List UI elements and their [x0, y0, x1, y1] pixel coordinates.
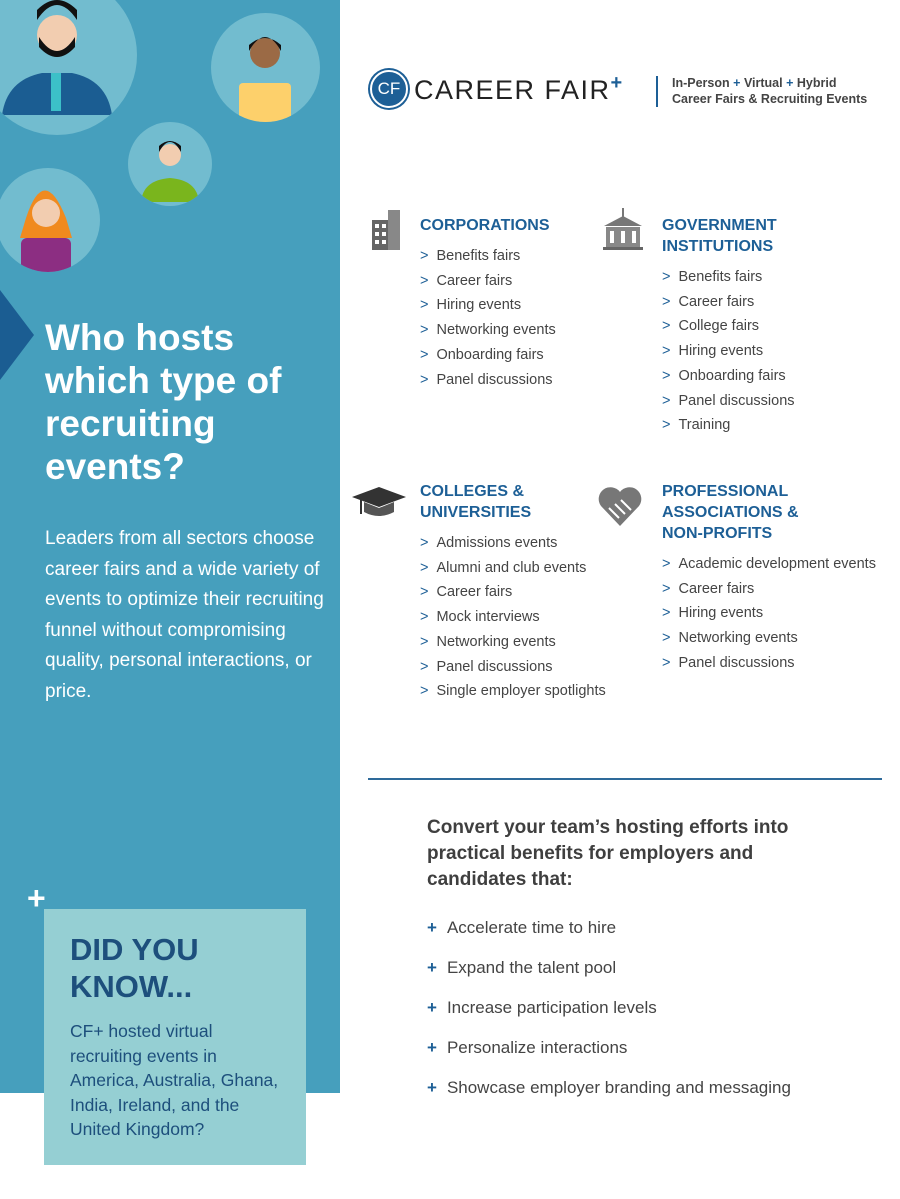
tag-hybrid: Hybrid: [796, 76, 837, 90]
list-item: > Training: [662, 417, 731, 434]
did-you-know-text: CF+ hosted virtual recruiting events in …: [70, 1021, 279, 1139]
brand-name: CAREER FAIR: [414, 75, 611, 105]
benefits-list: + Accelerate time to hire + Expand the tal…: [427, 918, 791, 1118]
list-item: > Panel discussions: [420, 371, 553, 388]
list-item: > Benefits fairs: [420, 248, 521, 264]
list-item: > Career fairs: [662, 580, 755, 597]
benefit-item: + Expand the talent pool: [427, 958, 617, 977]
logo-mark: CF: [370, 70, 408, 108]
section-colleges: COLLEGES & UNIVERSITIES > Admissions even…: [420, 481, 606, 704]
brand-plus: +: [610, 72, 624, 94]
avatar-woman-red-hair: [0, 168, 100, 272]
tag-in-person: In-Person: [672, 76, 730, 90]
list-item: > Networking events: [420, 322, 556, 339]
section-title: CORPORATIONS: [420, 217, 550, 234]
tag-sep: +: [733, 76, 741, 90]
list-item: > Panel discussions: [662, 654, 795, 671]
section-title: COLLEGES & UNIVERSITIES: [420, 483, 532, 521]
arrow-marker: [0, 290, 34, 380]
tag-line-2: Career Fairs & Recruiting Events: [672, 91, 868, 106]
handshake-heart-icon: [598, 487, 642, 526]
avatar-man-green: [128, 122, 212, 206]
list-item: > Admissions events: [420, 535, 558, 551]
list-item: > Career fairs: [662, 293, 755, 310]
avatar-man-suit: [0, 0, 137, 135]
section-title: PROFESSIONAL ASSOCIATIONS & NON-PROFITS: [662, 483, 799, 542]
list-item: > College fairs: [662, 318, 760, 335]
benefit-item: + Personalize interactions: [427, 1038, 628, 1057]
list-item: > Onboarding fairs: [662, 367, 786, 384]
section-corporations: CORPORATIONS > Benefits fairs > Career fai…: [420, 215, 556, 392]
section-government: GOVERNMENT INSTITUTIONS > Benefits fairs …: [662, 215, 812, 438]
list-item: > Onboarding fairs: [420, 346, 544, 363]
headline: Who hosts which type of recruiting event…: [45, 317, 282, 487]
list-item: > Mock interviews: [420, 609, 540, 626]
benefit-item: + Accelerate time to hire: [427, 918, 617, 937]
list-item: > Hiring events: [420, 297, 522, 314]
did-you-know-title: DID YOU KNOW...: [70, 932, 199, 1004]
list-item: > Career fairs: [420, 272, 513, 289]
list-item: > Panel discussions: [420, 658, 553, 675]
graduation-cap-icon: [352, 487, 406, 516]
list-item: > Career fairs: [420, 584, 513, 601]
list-item: > Networking events: [662, 630, 798, 647]
tagline: In-Person + Virtual + Hybrid Career Fair…: [656, 76, 867, 107]
benefit-item: + Increase participation levels: [427, 998, 657, 1017]
list-item: > Alumni and club events: [420, 559, 587, 576]
avatar-woman-yellow: [211, 13, 320, 122]
logo: CF CAREER FAIR+: [370, 70, 624, 108]
tag-virtual: Virtual: [743, 76, 783, 90]
section-title: GOVERNMENT INSTITUTIONS: [662, 217, 777, 255]
divider: [368, 778, 882, 780]
benefit-item: + Showcase employer branding and messagin…: [427, 1078, 791, 1097]
intro-paragraph: Leaders from all sectors choose career f…: [45, 528, 324, 702]
benefits-heading: Convert your team’s hosting efforts into…: [427, 817, 789, 890]
list-item: > Single employer spotlights: [420, 683, 606, 700]
government-building-icon: [603, 208, 643, 250]
list-item: > Hiring events: [662, 343, 764, 360]
list-item: > Benefits fairs: [662, 269, 763, 285]
list-item: > Panel discussions: [662, 392, 795, 409]
list-item: > Networking events: [420, 633, 556, 650]
list-item: > Hiring events: [662, 605, 764, 622]
list-item: > Academic development events: [662, 556, 876, 572]
plus-icon: +: [27, 880, 46, 916]
section-professional-associations: PROFESSIONAL ASSOCIATIONS & NON-PROFITS …: [662, 481, 876, 676]
office-building-icon: [372, 210, 400, 250]
tag-sep: +: [786, 76, 794, 90]
did-you-know-box: DID YOU KNOW... CF+ hosted virtual recru…: [44, 909, 306, 1165]
